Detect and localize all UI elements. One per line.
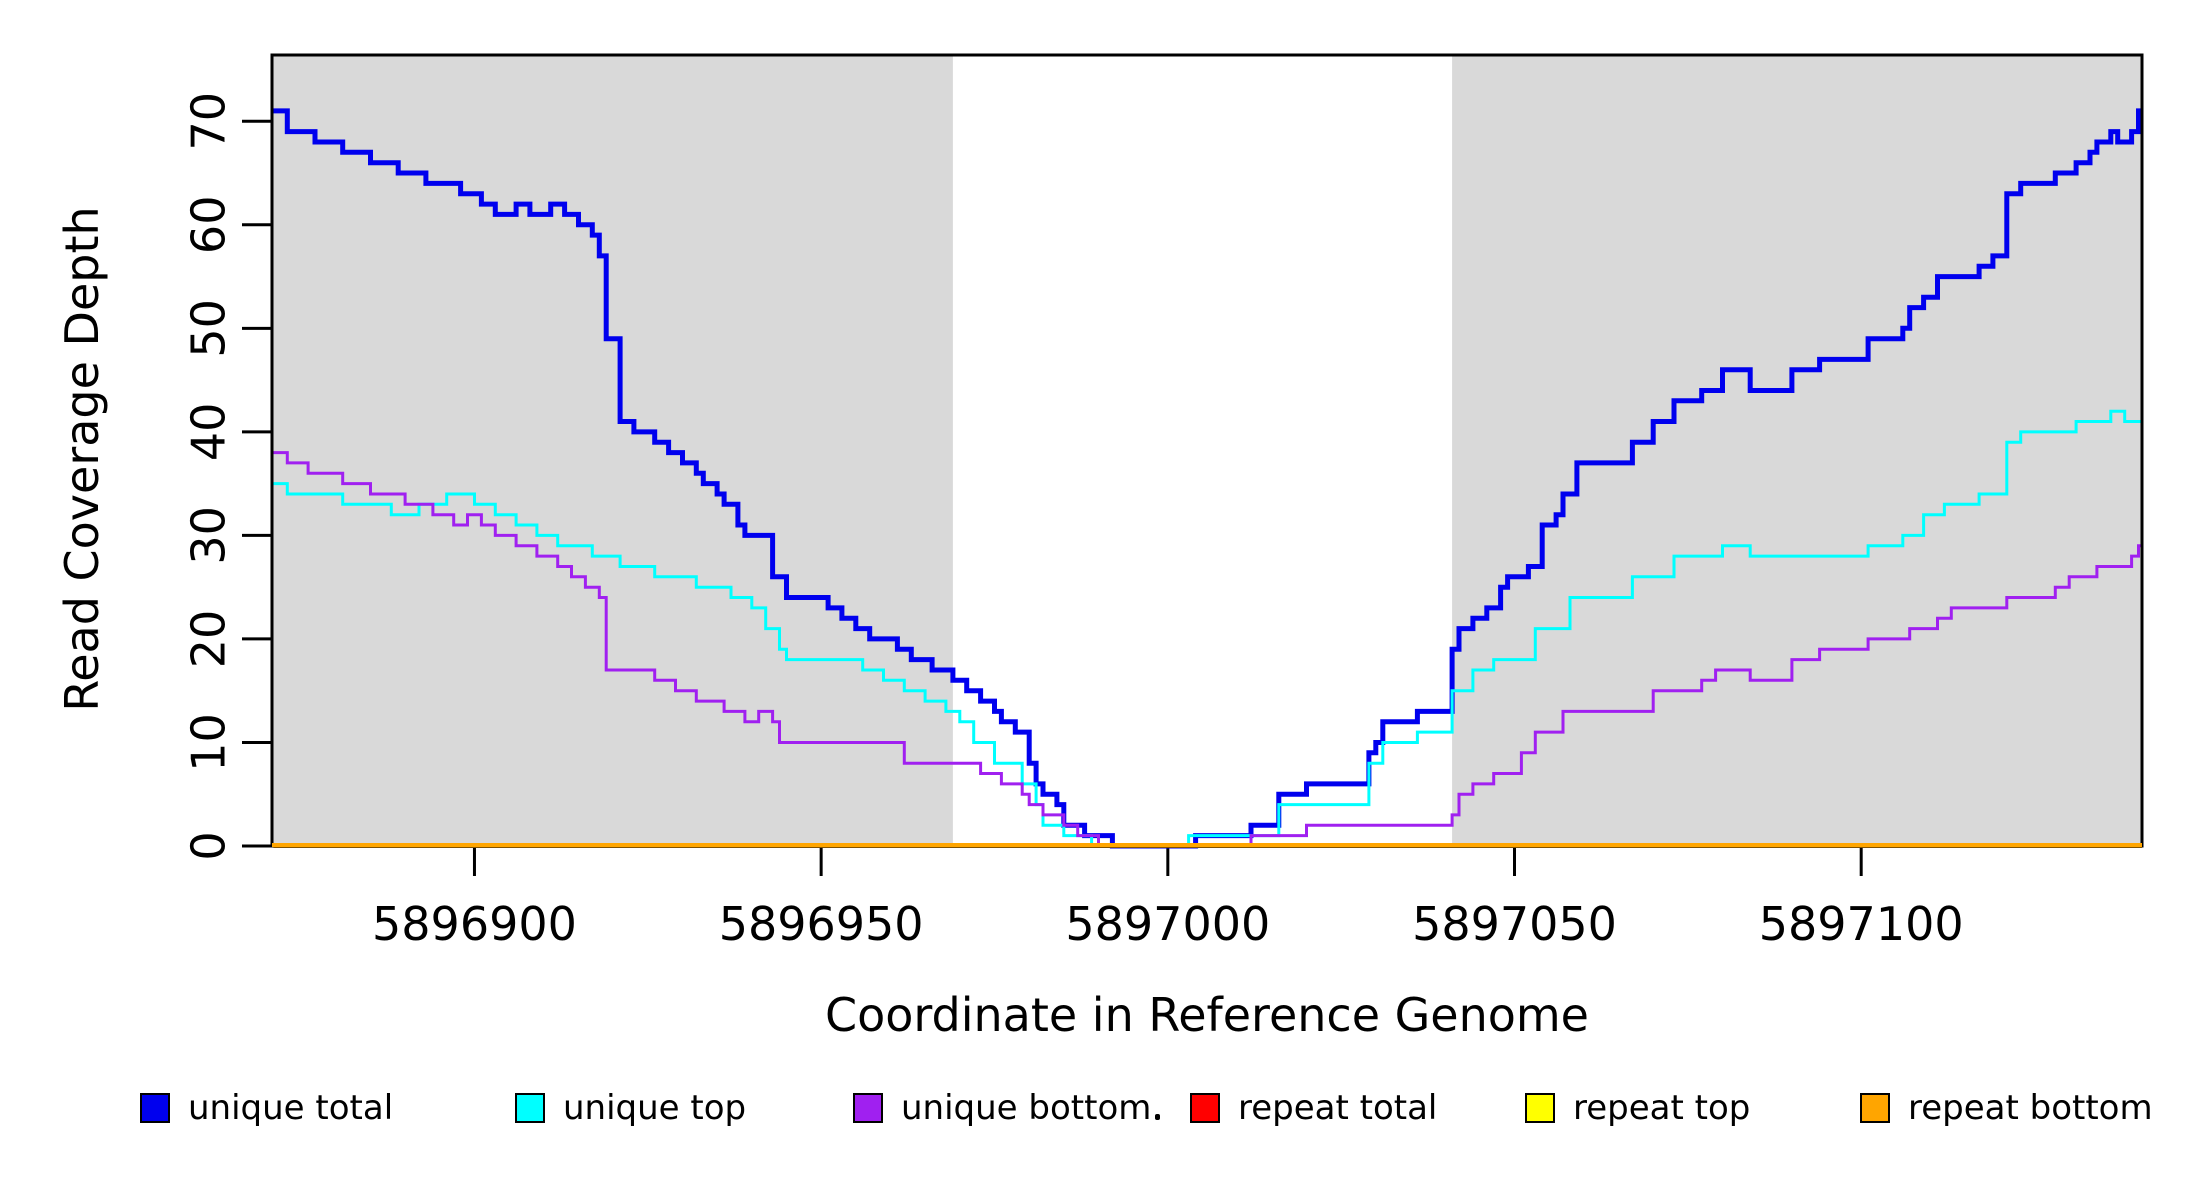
y-tick-label: 50	[182, 299, 236, 358]
series-unique-bottom	[273, 451, 2142, 848]
legend-swatch-repeat-total	[1190, 1093, 1220, 1123]
y-axis-title: Read Coverage Depth	[55, 206, 109, 712]
legend-label: repeat total	[1238, 1088, 1438, 1128]
series-unique-total	[273, 108, 2142, 849]
y-tick-label: 60	[182, 196, 236, 255]
legend-item-unique-top: unique top	[515, 1086, 746, 1130]
legend-item-unique-total: unique total	[140, 1086, 393, 1130]
legend-swatch-repeat-bottom	[1860, 1093, 1890, 1123]
x-tick-label: 5896900	[372, 897, 577, 951]
y-tick-label: 20	[182, 610, 236, 669]
legend-label: unique top	[563, 1088, 747, 1128]
series-unique-top	[273, 409, 2142, 848]
y-tick-label: 10	[182, 713, 236, 772]
y-tick-label: 30	[182, 506, 236, 565]
legend-item-repeat-bottom: repeat bottom	[1860, 1086, 2153, 1130]
x-axis-title-text: Coordinate in Reference Genome	[825, 988, 1589, 1042]
x-tick-label: 5897050	[1412, 897, 1617, 951]
legend-label: repeat top	[1573, 1088, 1751, 1128]
x-tick-label: 5897100	[1759, 897, 1964, 951]
legend-swatch-unique-total	[140, 1093, 170, 1123]
legend-label: unique total	[188, 1088, 394, 1128]
legend-swatch-unique-top	[515, 1093, 545, 1123]
x-tick-label: 5897000	[1065, 897, 1270, 951]
legend: unique total unique top unique bottom repea…	[0, 1086, 2200, 1146]
legend-item-repeat-top: repeat top	[1525, 1086, 1750, 1130]
legend-label: repeat bottom	[1908, 1088, 2153, 1128]
legend-item-repeat-total: repeat total	[1190, 1086, 1437, 1130]
y-tick-label: 40	[182, 403, 236, 462]
legend-swatch-unique-bottom	[853, 1093, 883, 1123]
shaded-region-1	[272, 55, 953, 846]
x-axis-title: Coordinate in Reference Genome	[0, 988, 2200, 1042]
legend-item-unique-bottom: unique bottom	[853, 1086, 1151, 1130]
y-tick-label: 0	[182, 831, 236, 860]
y-tick-label: 70	[182, 92, 236, 151]
x-tick-label: 5896950	[719, 897, 924, 951]
legend-swatch-repeat-top	[1525, 1093, 1555, 1123]
shaded-region-2	[1452, 55, 2142, 846]
legend-label: unique bottom	[901, 1088, 1152, 1128]
stray-mark	[1155, 1114, 1160, 1120]
